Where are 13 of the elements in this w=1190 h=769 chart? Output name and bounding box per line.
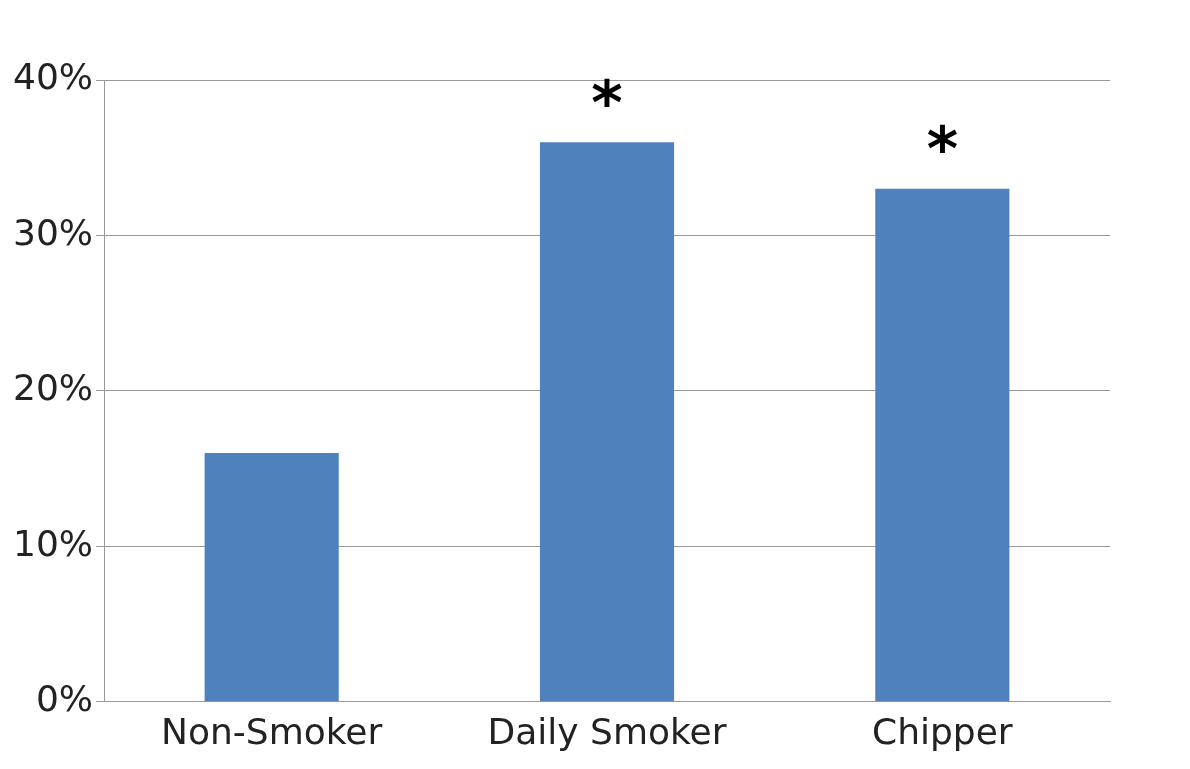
bar [539, 142, 675, 702]
y-tick-label: 20% [13, 367, 94, 409]
x-tick-label: Chipper [872, 710, 1013, 752]
x-tick-label: Daily Smoker [487, 710, 727, 752]
bar [875, 188, 1010, 702]
x-tick-label: Non-Smoker [161, 710, 383, 752]
y-tick-label: 10% [13, 522, 94, 564]
y-tick-label: 0% [35, 678, 94, 720]
annotation: * [591, 67, 623, 138]
y-tick-label: 30% [13, 211, 94, 253]
y-tick-label: 40% [13, 56, 94, 98]
annotation: * [926, 114, 959, 185]
bar [204, 453, 339, 702]
